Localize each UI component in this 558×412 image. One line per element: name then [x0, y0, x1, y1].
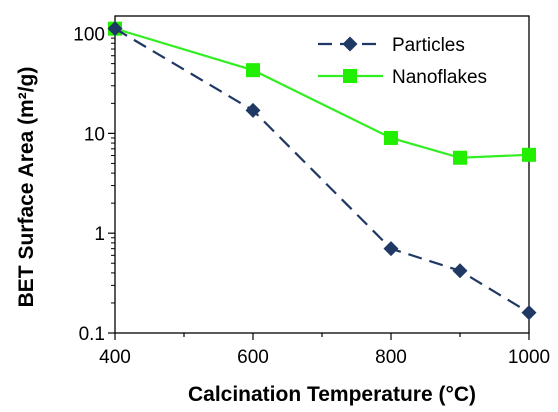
nanoflakes-point [453, 150, 467, 165]
legend-label: Particles [392, 35, 465, 56]
y-tick-label: 10 [84, 124, 105, 145]
legend-marker [342, 36, 358, 52]
x-tick-label: 800 [375, 347, 407, 368]
plot-frame [114, 15, 530, 334]
nanoflakes-line [114, 27, 530, 159]
y-axis: 0.1 1 10 100 [73, 25, 115, 345]
particles-point [107, 21, 123, 37]
particles-point [245, 102, 261, 118]
plot-border [114, 15, 530, 334]
y-axis-title: BET Surface Area (m²/g) [15, 67, 38, 308]
particles-point [521, 305, 537, 321]
legend: Particles Nanoflakes [318, 35, 487, 88]
legend-marker [343, 69, 357, 83]
x-axis-title: Calcination Temperature (°C) [188, 383, 476, 406]
y-tick-label: 0.1 [79, 324, 105, 345]
x-tick-label: 600 [237, 347, 269, 368]
x-tick-label: 1000 [508, 347, 550, 368]
x-axis: 400 600 800 1000 [99, 333, 550, 368]
legend-label: Nanoflakes [392, 67, 487, 88]
nanoflakes-point [246, 63, 260, 78]
series-layer [107, 21, 537, 321]
y-tick-label: 100 [73, 25, 105, 46]
y-tick-label: 1 [94, 224, 105, 245]
particles-point [452, 263, 468, 279]
nanoflakes-point [384, 130, 398, 145]
particles-point [383, 241, 399, 257]
x-tick-label: 400 [99, 347, 131, 368]
nanoflakes-point [522, 147, 536, 162]
